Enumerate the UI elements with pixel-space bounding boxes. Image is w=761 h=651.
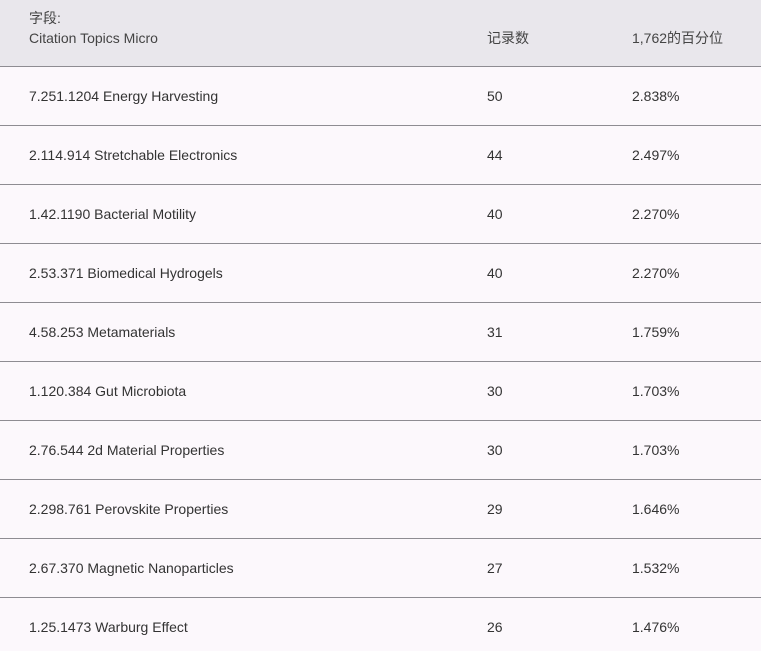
record-count-cell: 29	[487, 501, 503, 517]
field-prefix-label: 字段:	[29, 10, 61, 26]
table-row[interactable]: 2.53.371 Biomedical Hydrogels 40 2.270%	[0, 244, 761, 303]
table-row[interactable]: 1.120.384 Gut Microbiota 30 1.703%	[0, 362, 761, 421]
topic-cell: 1.42.1190 Bacterial Motility	[29, 206, 197, 222]
table-row[interactable]: 2.298.761 Perovskite Properties 29 1.646…	[0, 480, 761, 539]
table-row[interactable]: 4.58.253 Metamaterials 31 1.759%	[0, 303, 761, 362]
topic-cell: 2.114.914 Stretchable Electronics	[29, 147, 238, 163]
percent-cell: 1.759%	[632, 324, 680, 340]
topic-cell: 7.251.1204 Energy Harvesting	[29, 88, 219, 104]
percent-cell: 1.703%	[632, 383, 680, 399]
table-row[interactable]: 1.25.1473 Warburg Effect 26 1.476%	[0, 598, 761, 651]
topic-cell: 1.25.1473 Warburg Effect	[29, 619, 188, 635]
percent-cell: 1.476%	[632, 619, 680, 635]
record-count-cell: 40	[487, 206, 503, 222]
table-row[interactable]: 7.251.1204 Energy Harvesting 50 2.838%	[0, 67, 761, 126]
record-count-cell: 30	[487, 442, 503, 458]
topic-cell: 2.67.370 Magnetic Nanoparticles	[29, 560, 234, 576]
percent-cell: 2.838%	[632, 88, 680, 104]
field-column-header[interactable]: 字段: Citation Topics Micro	[29, 8, 158, 48]
table-row[interactable]: 2.114.914 Stretchable Electronics 44 2.4…	[0, 126, 761, 185]
topic-cell: 4.58.253 Metamaterials	[29, 324, 176, 340]
field-name-label: Citation Topics Micro	[29, 30, 158, 46]
percent-cell: 1.532%	[632, 560, 680, 576]
percent-cell: 1.646%	[632, 501, 680, 517]
percent-cell: 2.270%	[632, 265, 680, 281]
topic-cell: 1.120.384 Gut Microbiota	[29, 383, 187, 399]
topic-cell: 2.298.761 Perovskite Properties	[29, 501, 229, 517]
record-count-cell: 40	[487, 265, 503, 281]
percent-cell: 1.703%	[632, 442, 680, 458]
percent-cell: 2.497%	[632, 147, 680, 163]
record-count-cell: 27	[487, 560, 503, 576]
percent-cell: 2.270%	[632, 206, 680, 222]
record-count-cell: 30	[487, 383, 503, 399]
table-row[interactable]: 2.67.370 Magnetic Nanoparticles 27 1.532…	[0, 539, 761, 598]
record-count-cell: 31	[487, 324, 503, 340]
table-row[interactable]: 1.42.1190 Bacterial Motility 40 2.270%	[0, 185, 761, 244]
table-header: 字段: Citation Topics Micro 记录数 1,762的百分位	[0, 0, 761, 67]
table-row[interactable]: 2.76.544 2d Material Properties 30 1.703…	[0, 421, 761, 480]
record-count-column-header[interactable]: 记录数	[487, 30, 529, 46]
record-count-cell: 44	[487, 147, 503, 163]
topic-cell: 2.53.371 Biomedical Hydrogels	[29, 265, 223, 281]
record-count-cell: 26	[487, 619, 503, 635]
percent-column-header[interactable]: 1,762的百分位	[632, 30, 724, 46]
topic-cell: 2.76.544 2d Material Properties	[29, 442, 225, 458]
record-count-cell: 50	[487, 88, 503, 104]
